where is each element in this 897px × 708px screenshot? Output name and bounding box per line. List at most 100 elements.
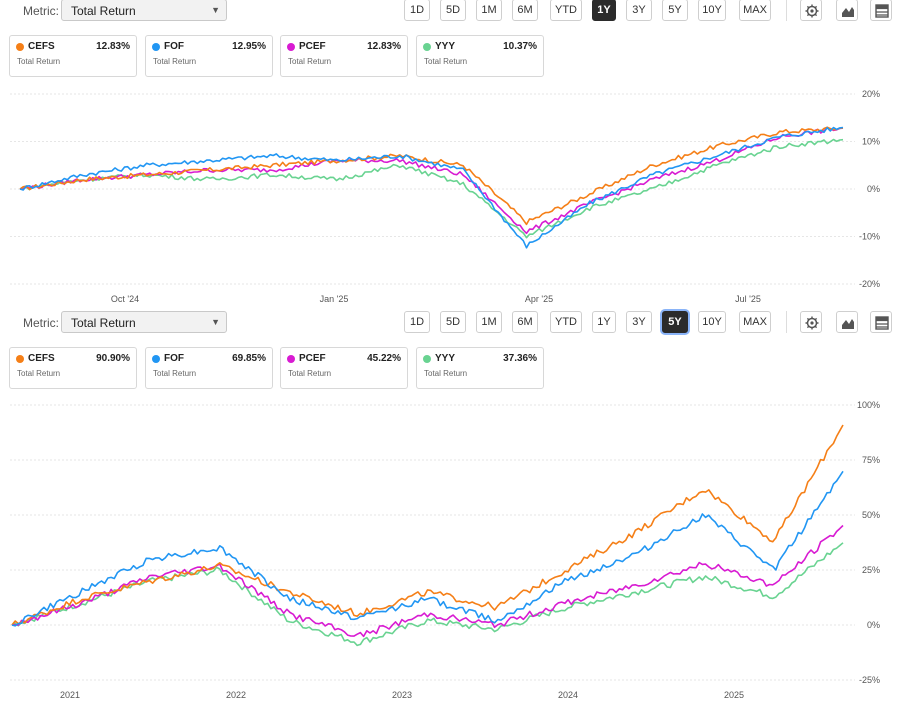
y-tick-label: 75%	[862, 455, 880, 465]
metric-label: Metric:	[23, 316, 59, 330]
x-tick-label: 2021	[60, 690, 80, 700]
mountain-chart-icon	[842, 7, 854, 17]
y-tick-label: 0%	[867, 184, 880, 194]
legend-ticker: YYY	[435, 353, 456, 364]
range-button-max[interactable]: MAX	[739, 311, 771, 333]
line-chart: 20% 10% 0% -10% -20% Oct '24 Jan '25 Apr '25 Jul…	[10, 89, 880, 304]
series-color-dot	[16, 355, 24, 363]
legend-metric: Total Return	[424, 57, 468, 66]
x-tick-label: 2023	[392, 690, 412, 700]
series-line-cefs	[11, 424, 844, 626]
y-tick-label: 20%	[862, 89, 880, 99]
chart-type-button[interactable]	[836, 311, 858, 333]
legend-ticker: FOF	[164, 353, 184, 364]
chart-toolbar: Metric: Total Return ▼ 1D 5D 1M 6M YTD 1Y 3Y 5Y…	[0, 311, 897, 336]
legend-metric: Total Return	[153, 57, 197, 66]
series-color-dot	[423, 355, 431, 363]
range-button-5d[interactable]: 5D	[440, 0, 466, 21]
x-tick-label: 2022	[226, 690, 246, 700]
legend-value: 69.85%	[232, 353, 266, 364]
legend-item-fof[interactable]: FOF 12.95% Total Return	[145, 35, 273, 77]
legend-ticker: PCEF	[299, 353, 326, 364]
range-button-ytd[interactable]: YTD	[550, 0, 582, 21]
series-color-dot	[423, 43, 431, 51]
series-line-yyy	[19, 138, 844, 239]
table-view-button[interactable]	[870, 311, 892, 333]
y-tick-label: -10%	[859, 232, 880, 242]
chart-toolbar: Metric: Total Return ▼ 1D 5D 1M 6M YTD 1Y 3Y 5Y…	[0, 0, 897, 24]
metric-label: Metric:	[23, 4, 59, 18]
range-button-3y[interactable]: 3Y	[626, 0, 652, 21]
y-tick-label: -25%	[859, 675, 880, 685]
legend-value: 45.22%	[367, 353, 401, 364]
caret-down-icon: ▼	[211, 5, 220, 15]
range-button-6m[interactable]: 6M	[512, 0, 538, 21]
settings-button[interactable]	[800, 311, 822, 333]
series-line-yyy	[11, 542, 844, 647]
legend-value: 12.83%	[367, 41, 401, 52]
legend-metric: Total Return	[17, 57, 61, 66]
legend-ticker: FOF	[164, 41, 184, 52]
range-button-1m[interactable]: 1M	[476, 311, 502, 333]
x-tick-label: 2024	[558, 690, 578, 700]
metric-dropdown-value: Total Return	[71, 316, 136, 330]
y-tick-label: -20%	[859, 279, 880, 289]
toolbar-divider	[786, 0, 787, 21]
legend-item-pcef[interactable]: PCEF 12.83% Total Return	[280, 35, 408, 77]
gear-icon	[805, 4, 819, 18]
legend-ticker: PCEF	[299, 41, 326, 52]
range-button-1d[interactable]: 1D	[404, 311, 430, 333]
series-color-dot	[287, 355, 295, 363]
range-button-1y[interactable]: 1Y	[592, 0, 616, 21]
range-button-max[interactable]: MAX	[739, 0, 771, 21]
legend-metric: Total Return	[288, 57, 332, 66]
x-tick-label: Jan '25	[320, 294, 349, 304]
x-tick-label: 2025	[724, 690, 744, 700]
legend-item-cefs[interactable]: CEFS 90.90% Total Return	[9, 347, 137, 389]
legend-value: 12.83%	[96, 41, 130, 52]
range-button-1y[interactable]: 1Y	[592, 311, 616, 333]
x-tick-label: Oct '24	[111, 294, 139, 304]
legend-value: 12.95%	[232, 41, 266, 52]
y-tick-label: 25%	[862, 565, 880, 575]
legend-value: 90.90%	[96, 353, 130, 364]
metric-dropdown[interactable]: Total Return ▼	[61, 311, 227, 333]
table-icon	[875, 316, 889, 330]
settings-button[interactable]	[800, 0, 822, 21]
range-button-ytd[interactable]: YTD	[550, 311, 582, 333]
metric-dropdown[interactable]: Total Return ▼	[61, 0, 227, 21]
x-tick-label: Jul '25	[735, 294, 761, 304]
range-button-3y[interactable]: 3Y	[626, 311, 652, 333]
range-button-1d[interactable]: 1D	[404, 0, 430, 21]
range-button-10y[interactable]: 10Y	[698, 311, 726, 333]
legend-metric: Total Return	[153, 369, 197, 378]
range-button-5y[interactable]: 5Y	[662, 311, 688, 333]
range-button-6m[interactable]: 6M	[512, 311, 538, 333]
x-tick-label: Apr '25	[525, 294, 553, 304]
legend-item-fof[interactable]: FOF 69.85% Total Return	[145, 347, 273, 389]
series-line-fof	[19, 126, 844, 249]
caret-down-icon: ▼	[211, 317, 220, 327]
legend-ticker: CEFS	[28, 353, 55, 364]
metric-dropdown-value: Total Return	[71, 4, 136, 18]
legend-ticker: YYY	[435, 41, 456, 52]
legend-item-cefs[interactable]: CEFS 12.83% Total Return	[9, 35, 137, 77]
line-chart: 100% 75% 50% 25% 0% -25% 2021 2022 2023 2024 2025	[10, 400, 880, 700]
legend-item-yyy[interactable]: YYY 10.37% Total Return	[416, 35, 544, 77]
legend-value: 10.37%	[503, 41, 537, 52]
range-button-5y[interactable]: 5Y	[662, 0, 688, 21]
series-color-dot	[16, 43, 24, 51]
range-button-5d[interactable]: 5D	[440, 311, 466, 333]
table-view-button[interactable]	[870, 0, 892, 21]
legend-item-yyy[interactable]: YYY 37.36% Total Return	[416, 347, 544, 389]
mountain-chart-icon	[842, 319, 854, 329]
y-tick-label: 100%	[857, 400, 880, 410]
y-tick-label: 0%	[867, 620, 880, 630]
legend-item-pcef[interactable]: PCEF 45.22% Total Return	[280, 347, 408, 389]
range-button-1m[interactable]: 1M	[476, 0, 502, 21]
chart-panel-1y: Metric: Total Return ▼ 1D 5D 1M 6M YTD 1Y 3Y 5Y…	[0, 0, 897, 304]
chart-panel-5y: Metric: Total Return ▼ 1D 5D 1M 6M YTD 1Y 3Y 5Y…	[0, 311, 897, 700]
chart-type-button[interactable]	[836, 0, 858, 21]
range-button-10y[interactable]: 10Y	[698, 0, 726, 21]
series-color-dot	[287, 43, 295, 51]
